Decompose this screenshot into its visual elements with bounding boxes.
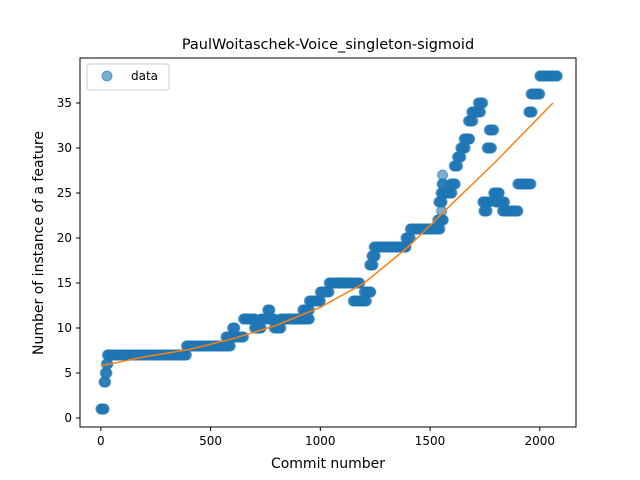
data-point	[525, 178, 537, 190]
data-point	[488, 124, 500, 136]
legend: data	[86, 63, 170, 91]
y-axis: 0 5 10 15 20 25 30 35	[57, 96, 80, 425]
data-point	[434, 223, 446, 235]
data-point	[493, 187, 505, 199]
data-point	[436, 205, 448, 217]
data-point	[446, 187, 458, 199]
data-point	[512, 205, 524, 217]
legend-data-label: data	[131, 69, 158, 83]
y-tick-label: 20	[57, 231, 72, 245]
data-point	[534, 88, 546, 100]
y-tick-label: 35	[57, 96, 72, 110]
chart-title: PaulWoitaschek-Voice_singleton-sigmoid	[182, 37, 474, 53]
data-point	[369, 250, 381, 262]
y-tick-label: 30	[57, 141, 72, 155]
x-tick-label: 2000	[525, 434, 556, 448]
plot-frame	[79, 57, 577, 428]
data-point	[365, 286, 377, 298]
data-point	[551, 70, 563, 82]
y-tick-label: 25	[57, 186, 72, 200]
x-tick-label: 500	[199, 434, 222, 448]
fit-line	[100, 102, 554, 367]
data-point	[264, 304, 276, 316]
x-tick-label: 1500	[415, 434, 446, 448]
data-point	[437, 169, 449, 181]
data-point	[526, 106, 538, 118]
x-axis-label: Commit number	[271, 456, 385, 472]
data-point	[467, 115, 479, 127]
x-axis: 0 500 1000 1500 2000	[97, 427, 555, 448]
y-tick-label: 10	[57, 321, 72, 335]
y-axis-label: Number of instance of a feature	[31, 131, 47, 355]
y-tick-label: 0	[64, 411, 72, 425]
plot-marks	[95, 70, 563, 415]
x-tick-label: 1000	[305, 434, 336, 448]
data-point	[101, 367, 113, 379]
data-point	[499, 196, 511, 208]
fit-layer	[100, 102, 554, 367]
x-tick-label: 0	[97, 434, 105, 448]
y-tick-label: 15	[57, 276, 72, 290]
data-point	[477, 97, 489, 109]
data-point	[100, 376, 112, 388]
data-point	[459, 142, 471, 154]
data-point	[360, 295, 372, 307]
legend-box	[86, 63, 170, 91]
data-point	[367, 259, 379, 271]
y-tick-label: 5	[64, 366, 72, 380]
data-point	[464, 133, 476, 145]
legend-data-marker	[101, 70, 113, 82]
data-point	[98, 403, 110, 415]
data-point	[449, 178, 461, 190]
data-point	[436, 196, 448, 208]
data-point	[475, 106, 487, 118]
data-point	[486, 142, 497, 154]
